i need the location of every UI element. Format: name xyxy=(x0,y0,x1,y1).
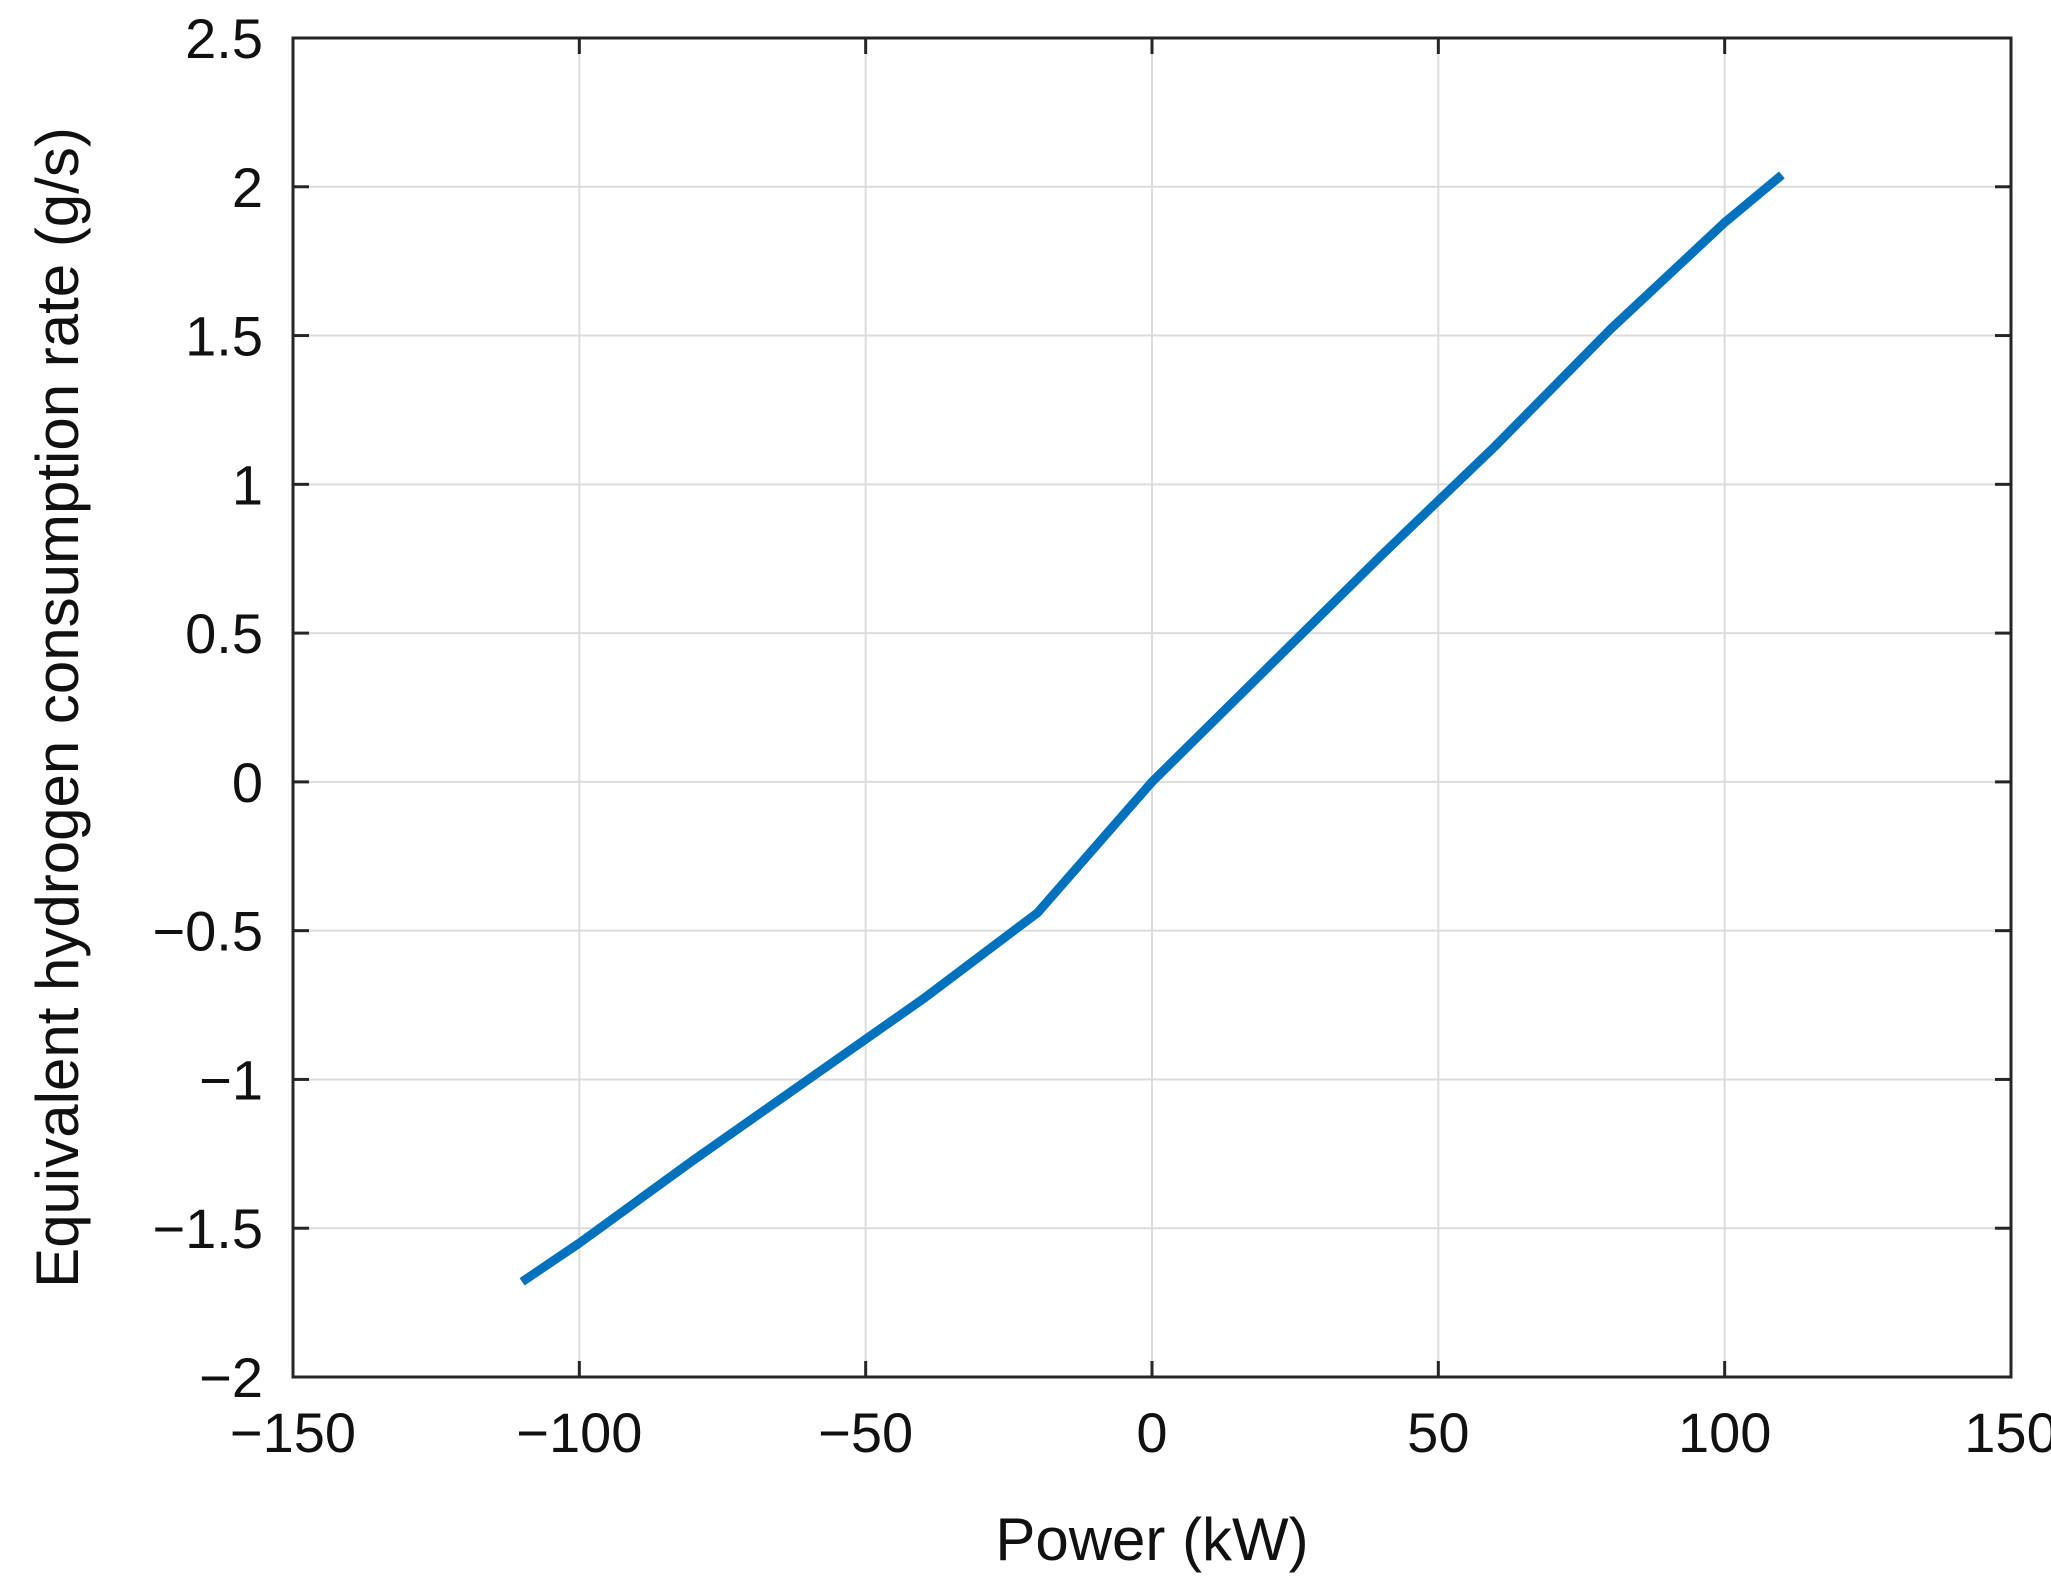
y-tick-label: 1.5 xyxy=(185,305,263,368)
x-tick-label: 150 xyxy=(1964,1401,2051,1464)
x-axis-label: Power (kW) xyxy=(995,1506,1308,1573)
y-axis-label: Equivalent hydrogen consumption rate (g/… xyxy=(24,127,91,1288)
x-tick-label: −50 xyxy=(818,1401,913,1464)
y-tick-label: 0.5 xyxy=(185,602,263,665)
y-tick-label: 2.5 xyxy=(185,7,263,70)
y-tick-labels: −2 −1.5 −1 −0.5 0 0.5 1 1.5 2 2.5 xyxy=(152,7,263,1409)
x-tick-label: 100 xyxy=(1678,1401,1771,1464)
y-tick-label: −1 xyxy=(199,1048,263,1111)
x-tick-label: −100 xyxy=(516,1401,642,1464)
tick-marks xyxy=(291,36,2013,1379)
series-line xyxy=(519,171,1785,1286)
y-tick-label: 2 xyxy=(232,156,263,219)
series-layer xyxy=(519,171,1785,1286)
x-tick-label: 0 xyxy=(1136,1401,1167,1464)
y-tick-label: −0.5 xyxy=(152,900,263,963)
x-tick-label: −150 xyxy=(230,1401,356,1464)
y-tick-label: −1.5 xyxy=(152,1197,263,1260)
x-tick-labels: −150 −100 −50 0 50 100 150 xyxy=(230,1401,2051,1464)
x-tick-label: 50 xyxy=(1407,1401,1469,1464)
y-tick-label: 1 xyxy=(232,453,263,516)
y-tick-label: −2 xyxy=(199,1346,263,1409)
y-tick-label: 0 xyxy=(232,751,263,814)
